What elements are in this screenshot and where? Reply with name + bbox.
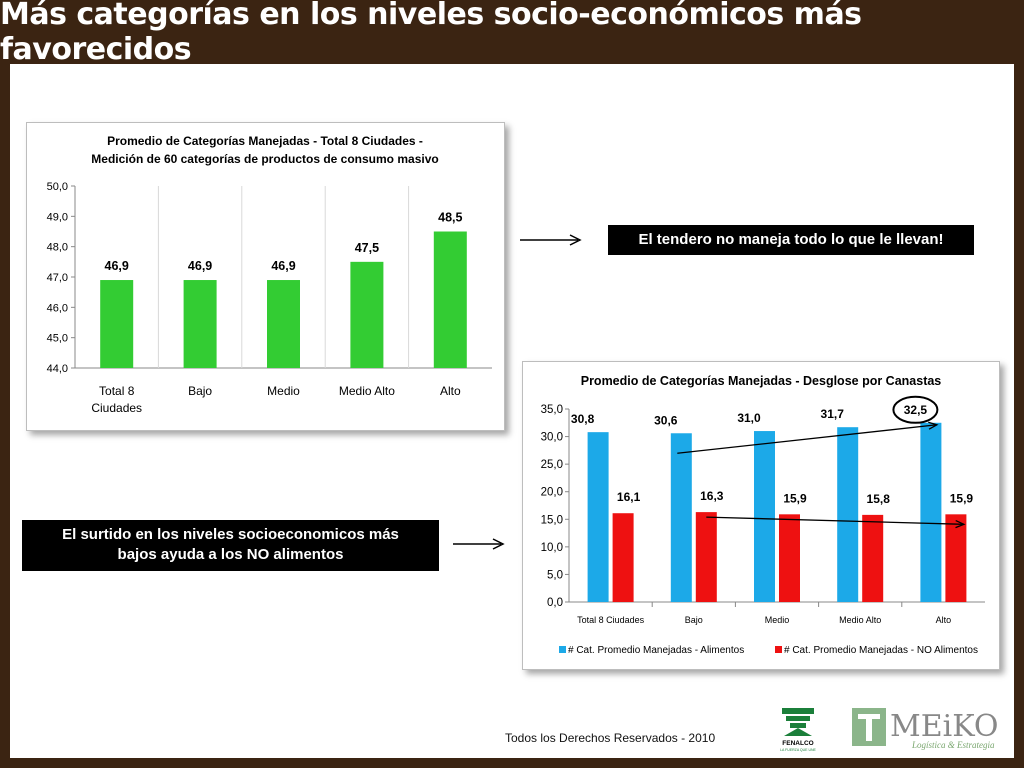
chart2-y-tick-label: 15,0 [541, 514, 563, 526]
chart2-legend-swatch [775, 646, 782, 653]
chart1-bar [350, 261, 384, 368]
fenalco-logo: FENALCO LA FUERZA QUE UNE [780, 708, 817, 752]
chart1-bar [433, 231, 467, 368]
chart2-data-label: 16,1 [617, 490, 641, 504]
callout-surtido-line2: bajos ayuda a los NO alimentos [117, 546, 344, 563]
chart1-data-label: 48,5 [438, 211, 462, 225]
chart2-trend-arrow-alimentos [677, 424, 937, 454]
chart2-data-label: 31,0 [737, 411, 761, 425]
fenalco-logo-text: FENALCO [782, 740, 813, 747]
meiko-logo: MEiKO Logística & Estrategia [852, 708, 998, 750]
chart1-y-tick-label: 44,0 [47, 363, 68, 375]
chart2-trend-arrow-alimentos-head [928, 421, 939, 430]
chart2-x-tick-label: Medio [765, 615, 790, 625]
fenalco-logo-tagline: LA FUERZA QUE UNE [780, 748, 816, 752]
chart1-data-label: 46,9 [105, 259, 129, 273]
chart2-data-label: 16,3 [700, 489, 724, 503]
chart2-data-label: 15,8 [867, 492, 891, 506]
chart2-bar-no-alimentos [612, 513, 634, 602]
arrow-right-icon [520, 234, 582, 246]
meiko-logo-text: MEiKO [890, 709, 998, 744]
chart2-data-label: 15,9 [950, 491, 974, 505]
chart1-y-tick-label: 48,0 [47, 242, 68, 254]
chart2-data-label: 31,7 [821, 407, 845, 421]
callout-surtido-line1: El surtido en los niveles socioeconomico… [62, 526, 399, 543]
chart2-y-tick-label: 5,0 [547, 569, 563, 581]
chart2-data-label: 32,5 [904, 403, 928, 417]
chart1-subtitle: Medición de 60 categorías de productos d… [91, 152, 438, 166]
chart1-data-label: 47,5 [355, 241, 379, 255]
callout-surtido: El surtido en los niveles socioeconomico… [22, 520, 439, 571]
chart1-data-label: 46,9 [271, 259, 295, 273]
chart2-legend-swatch [559, 646, 566, 653]
chart2-legend-label: # Cat. Promedio Manejadas - Alimentos [568, 645, 744, 656]
chart1-y-tick-label: 50,0 [47, 181, 68, 193]
chart2-x-tick-label: Bajo [685, 615, 703, 625]
chart2-trend-arrow-no-alimentos-head [955, 519, 966, 529]
chart1-x-tick-label: Medio [267, 384, 300, 398]
chart2-y-tick-label: 0,0 [547, 597, 563, 609]
chart2-y-tick-label: 25,0 [541, 459, 563, 471]
chart2-bar-alimentos [837, 427, 859, 602]
chart2-bar-alimentos [587, 432, 609, 602]
chart1-bar [100, 280, 134, 368]
chart2-bar-no-alimentos [695, 512, 717, 602]
chart1-y-tick-label: 46,0 [47, 302, 68, 314]
chart2-bar-alimentos [670, 433, 692, 602]
chart1-x-tick-label: Total 8 [99, 384, 135, 398]
chart1-bar [267, 280, 300, 368]
chart2-trend-arrow-no-alimentos [706, 516, 964, 525]
chart2-bar-no-alimentos [862, 514, 884, 602]
chart1-x-tick-label: Bajo [188, 384, 212, 398]
chart2-y-tick-label: 20,0 [541, 487, 563, 499]
chart2-legend-label: # Cat. Promedio Manejadas - NO Alimentos [784, 645, 978, 656]
chart2-data-label: 15,9 [783, 491, 807, 505]
chart-total-categories-svg: Promedio de Categorías Manejadas - Total… [47, 134, 492, 415]
chart2-highlight-circle [892, 395, 939, 424]
chart-total-categories: Promedio de Categorías Manejadas - Total… [26, 122, 505, 431]
chart1-x-tick-label: Alto [440, 384, 461, 398]
chart1-y-tick-label: 49,0 [47, 211, 68, 223]
chart1-title: Promedio de Categorías Manejadas - Total… [107, 134, 423, 148]
chart2-y-tick-label: 35,0 [541, 404, 563, 416]
chart1-y-tick-label: 45,0 [47, 333, 68, 345]
chart2-x-tick-label: Alto [936, 615, 952, 625]
meiko-logo-tagline: Logística & Estrategia [911, 740, 995, 750]
callout-tendero: El tendero no maneja todo lo que le llev… [608, 225, 974, 255]
slide-title: Más categorías en los niveles socio-econ… [0, 0, 862, 67]
chart2-bar-no-alimentos [945, 514, 967, 602]
chart1-x-tick-label: Medio Alto [339, 384, 395, 398]
chart2-x-tick-label: Medio Alto [839, 615, 881, 625]
chart2-bar-no-alimentos [779, 514, 800, 602]
chart-by-basket-svg: Promedio de Categorías Manejadas - Desgl… [541, 374, 985, 656]
chart2-data-label: 30,8 [571, 412, 595, 426]
chart2-bar-alimentos [754, 431, 775, 602]
chart-by-basket: Promedio de Categorías Manejadas - Desgl… [522, 361, 1000, 670]
callout-tendero-text: El tendero no maneja todo lo que le llev… [638, 231, 944, 248]
chart1-y-tick-label: 47,0 [47, 272, 68, 284]
chart2-data-label: 30,6 [654, 413, 678, 427]
chart2-y-tick-label: 30,0 [541, 432, 563, 444]
chart1-bar [183, 280, 217, 368]
arrow-right-icon [453, 538, 505, 550]
footer-copyright: Todos los Derechos Reservados - 2010 [505, 731, 716, 745]
chart2-title: Promedio de Categorías Manejadas - Desgl… [581, 374, 942, 388]
chart2-bar-alimentos [920, 422, 942, 602]
chart2-x-tick-label: Total 8 Ciudades [577, 615, 645, 625]
chart1-x-tick-label: Ciudades [91, 401, 142, 415]
chart1-data-label: 46,9 [188, 259, 212, 273]
chart2-y-tick-label: 10,0 [541, 542, 563, 554]
